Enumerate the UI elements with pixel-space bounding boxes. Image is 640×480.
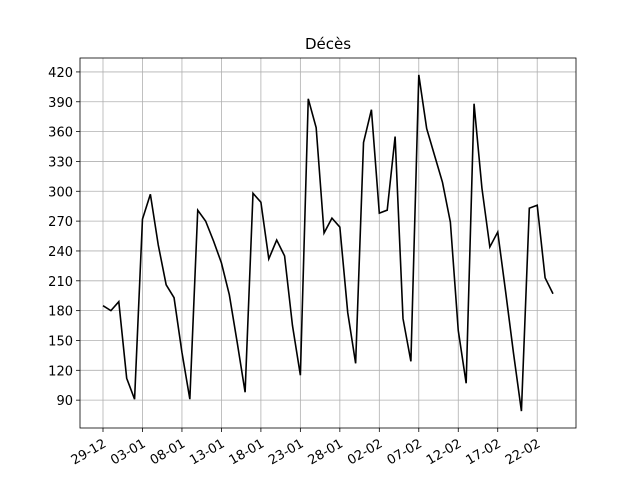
y-tick-label: 120 xyxy=(48,364,73,379)
y-tick-label: 150 xyxy=(48,334,73,349)
y-tick-label: 390 xyxy=(48,96,73,111)
y-tick-label: 300 xyxy=(48,185,73,200)
y-tick-label: 420 xyxy=(48,66,73,81)
y-tick-label: 270 xyxy=(48,215,73,230)
y-tick-label: 330 xyxy=(48,155,73,170)
y-tick-label: 90 xyxy=(56,394,73,409)
y-tick-label: 180 xyxy=(48,305,73,320)
chart-title: Décès xyxy=(305,35,351,53)
plot-frame xyxy=(79,57,577,429)
y-tick-label: 240 xyxy=(48,245,73,260)
line xyxy=(102,74,554,412)
y-tick-label: 360 xyxy=(48,126,73,141)
y-tick-label: 210 xyxy=(48,275,73,290)
